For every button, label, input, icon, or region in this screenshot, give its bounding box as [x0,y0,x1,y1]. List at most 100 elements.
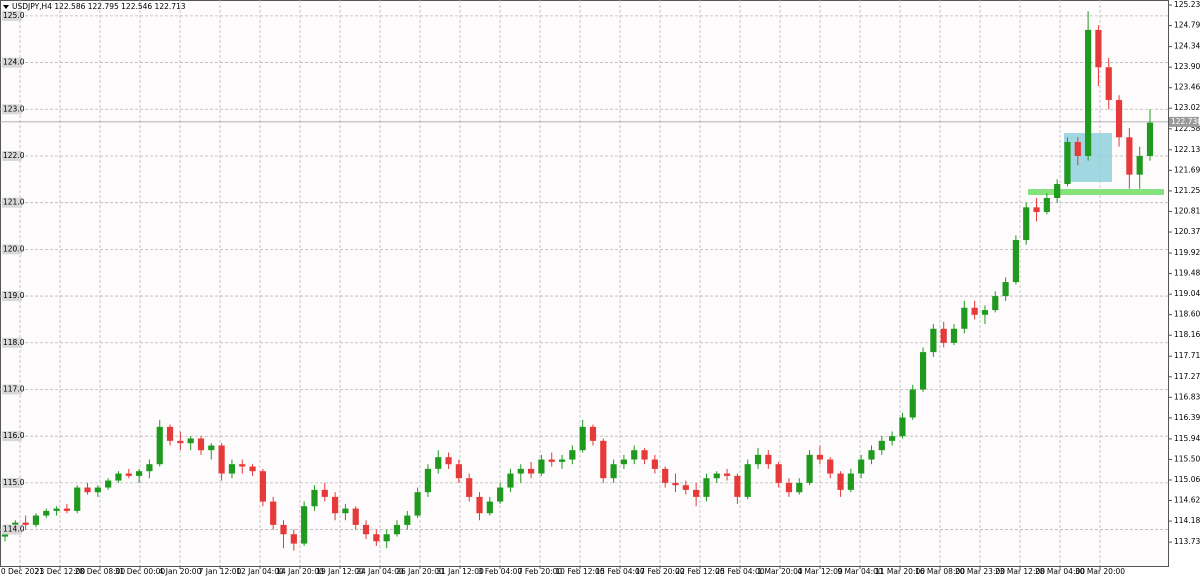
candle-body [1136,155,1143,175]
candle-body [909,389,916,418]
candle-body [331,496,339,514]
grid-label: 115.0 [3,478,25,487]
candle-body [858,459,865,474]
candle-body [301,506,308,544]
grid-label: 125.0 [3,11,25,20]
x-tick-label: 10 Feb 12:00 [555,567,604,576]
grid-label-bg [2,477,22,488]
x-tick-label: 20 Dec 2021 [0,567,44,576]
candle-body [558,459,566,462]
candle-body [166,426,174,441]
candle-body [527,468,535,474]
y-tick-label: 116.832 [1174,392,1200,401]
candle-body [259,471,266,502]
candle-body [74,487,81,511]
candle-body [827,459,834,474]
candle-body [631,450,638,460]
candle-body [961,307,968,329]
candle-body [1126,137,1133,175]
candle-body [1115,99,1123,138]
candle-body [847,473,854,490]
candle-body [507,473,514,488]
candle-body [1012,240,1019,283]
candle-body [393,524,401,535]
y-tick-label: 115.062 [1174,475,1200,484]
y-tick-label: 117.712 [1174,351,1200,360]
grid-label-bg [2,431,22,442]
x-tick-label: 23 Mar 12:00 [995,567,1045,576]
candle-body [754,454,762,465]
candle-body [94,487,101,493]
symbol-menu-icon[interactable] [3,5,9,9]
x-tick-label: 4 Mar 12:00 [797,567,843,576]
candle-body [1074,141,1081,156]
grid-label-bg [2,384,22,395]
candle-body [373,534,380,542]
grid-label-bg [2,291,22,302]
candle-body [476,496,483,514]
y-tick-label: 125.232 [1174,0,1200,9]
candle-body [228,464,236,474]
candle-body [105,480,112,488]
candle-body [672,482,679,486]
candle-body [548,459,555,462]
y-tick-label: 114.622 [1174,496,1200,505]
candle-body [569,450,576,460]
candle-body [940,328,947,343]
candle-body [362,524,370,535]
candle-body [208,445,215,451]
grid-label: 117.0 [3,384,25,393]
candle-body [641,450,648,460]
candle-body [455,464,462,479]
x-tick-label: 9 Mar 04:00 [837,567,883,576]
candle-body [878,440,885,451]
candle-body [270,501,277,525]
x-tick-label: 15 Feb 04:00 [595,567,644,576]
candles [1,11,1154,551]
grid-label: 123.0 [3,104,25,113]
y-tick-label: 124.792 [1174,21,1200,30]
candle-body [125,473,132,476]
candle-body [796,482,803,493]
grid-label-bg [2,524,22,535]
x-tick-label: 1 Mar 20:00 [757,567,803,576]
x-tick-label: 28 Mar 04:00 [1035,567,1085,576]
candle-body [321,489,328,497]
candle-body [662,468,669,483]
y-tick-label: 114.182 [1174,516,1200,525]
candle-body [497,487,504,502]
grid-label: 116.0 [3,431,25,440]
candle-body [239,464,246,467]
candle-body [981,310,989,315]
grid-label-bg [2,337,22,348]
candle-body [1064,141,1071,184]
candle-body [889,436,896,441]
candle-body [187,438,194,444]
candle-body [383,534,390,542]
candle-body [600,440,607,479]
candle-body [517,468,524,474]
x-tick-label: 25 Feb 04:00 [715,567,764,576]
grid-label: 122.0 [3,151,25,160]
y-tick-label: 124.342 [1174,42,1200,51]
x-tick-label: 19 Jan 12:00 [316,567,364,576]
candle-body [414,492,421,516]
support-zone [1028,189,1164,195]
candle-body [1043,198,1050,213]
x-tick-label: 4 Jan 20:00 [159,567,202,576]
grid-label-bg [2,150,22,161]
candle-body [930,328,937,353]
candle-body [837,473,844,490]
candle-body [342,508,349,514]
y-tick-label: 121.692 [1174,165,1200,174]
candle-body [950,328,958,343]
candle-body [435,457,442,469]
candle-body [899,417,906,437]
candle-body [785,482,793,493]
candle-body [868,450,875,460]
y-tick-label: 116.392 [1174,413,1200,422]
candle-body [53,508,60,511]
y-tick-label: 120.372 [1174,227,1200,236]
